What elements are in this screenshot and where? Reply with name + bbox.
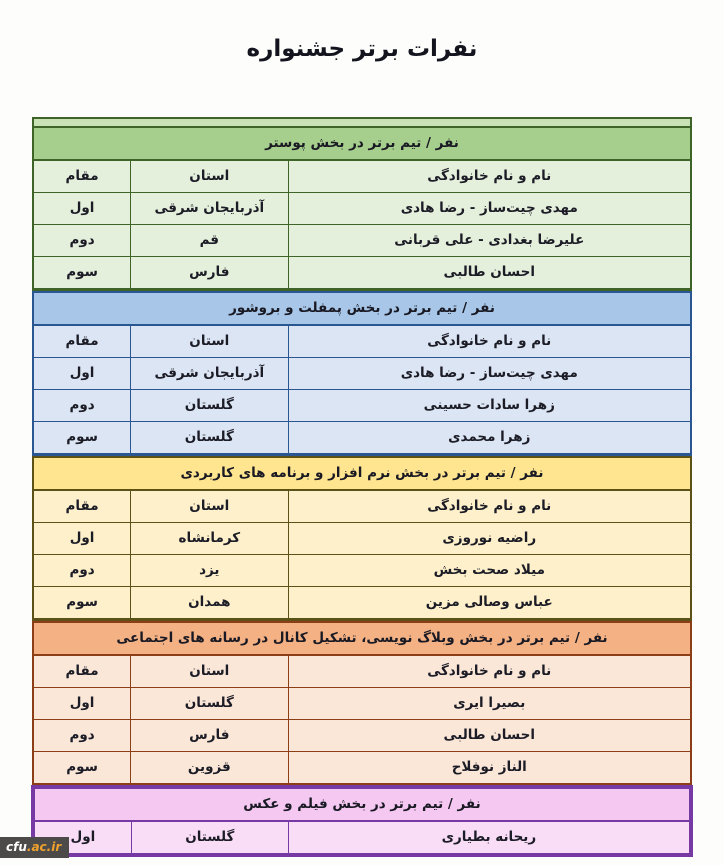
table-row: علیرضا بغدادی - علی قربانی قم دوم — [34, 224, 690, 256]
name-cell: الناز نوفلاح — [451, 759, 527, 775]
province-cell: آذربایجان شرقی — [131, 193, 289, 224]
rank-cell: سوم — [34, 257, 132, 288]
name-cell: زهرا محمدی — [448, 429, 531, 445]
name-cell: ریحانه بطیاری — [441, 829, 537, 845]
province-cell: آذربایجان شرقی — [131, 358, 289, 389]
table-row: زهرا محمدی گلستان سوم — [34, 421, 690, 453]
section-header: نفر / تیم برتر در بخش وبلاگ نویسی، تشکیل… — [34, 623, 690, 656]
province-cell: فارس — [131, 257, 289, 288]
province-cell: گلستان — [132, 822, 289, 853]
table-row: زهرا سادات حسینی گلستان دوم — [34, 389, 690, 421]
rank-cell: دوم — [34, 225, 132, 256]
province-cell: فارس — [131, 720, 289, 751]
section-0: نفر / تیم برتر در بخش پوستر نام و نام خان… — [32, 117, 692, 291]
name-cell: مهدی چیت‌ساز - رضا هادی — [400, 365, 578, 381]
name-cell: میلاد صحت بخش — [433, 562, 545, 578]
logo-suffix: .ac.ir — [26, 840, 62, 854]
column-header-name: نام و نام خانوادگی — [427, 498, 552, 514]
table-row: نام و نام خانوادگی استان مقام — [34, 326, 690, 357]
rank-cell: اول — [34, 688, 132, 719]
column-header-province: استان — [131, 491, 289, 522]
rank-cell: اول — [34, 193, 132, 224]
province-cell: قزوین — [131, 752, 289, 783]
section-header: نفر / تیم برتر در بخش فیلم و عکس — [35, 789, 689, 822]
column-header-rank: مقام — [34, 491, 132, 522]
column-header-province: استان — [131, 656, 289, 687]
name-cell: مهدی چیت‌ساز - رضا هادی — [400, 200, 578, 216]
province-cell: گلستان — [131, 688, 289, 719]
table-row: نام و نام خانوادگی استان مقام — [34, 161, 690, 192]
column-header-rank: مقام — [34, 656, 132, 687]
table-row: میلاد صحت بخش یزد دوم — [34, 554, 690, 586]
name-cell: علیرضا بغدادی - علی قربانی — [394, 232, 585, 248]
table-row: احسان طالبی فارس سوم — [34, 256, 690, 288]
section-1: نفر / تیم برتر در بخش پمفلت و بروشور نام … — [32, 291, 692, 456]
column-header-name: نام و نام خانوادگی — [427, 168, 552, 184]
rank-cell: سوم — [34, 422, 132, 453]
section-header: نفر / تیم برتر در بخش پوستر — [34, 128, 690, 161]
table-row: نام و نام خانوادگی استان مقام — [34, 656, 690, 687]
rank-cell: اول — [34, 358, 132, 389]
column-header-name: نام و نام خانوادگی — [427, 663, 552, 679]
rank-cell: سوم — [34, 587, 132, 618]
column-header-rank: مقام — [34, 326, 132, 357]
column-header-name: نام و نام خانوادگی — [427, 333, 552, 349]
name-cell: زهرا سادات حسینی — [423, 397, 555, 413]
province-cell: گلستان — [131, 390, 289, 421]
table-row: الناز نوفلاح قزوین سوم — [34, 751, 690, 783]
name-cell: احسان طالبی — [443, 727, 535, 743]
table-row: احسان طالبی فارس دوم — [34, 719, 690, 751]
table-row: بصیرا ایری گلستان اول — [34, 687, 690, 719]
name-cell: بصیرا ایری — [453, 695, 526, 711]
page-title: نفرات برتر جشنواره — [246, 36, 478, 62]
section-3: نفر / تیم برتر در بخش وبلاگ نویسی، تشکیل… — [32, 621, 692, 786]
province-cell: گلستان — [131, 422, 289, 453]
rank-cell: سوم — [34, 752, 132, 783]
rank-cell: دوم — [34, 555, 132, 586]
section-header: نفر / تیم برتر در بخش پمفلت و بروشور — [34, 293, 690, 326]
table-row: راضیه نوروزی کرمانشاه اول — [34, 522, 690, 554]
name-cell: راضیه نوروزی — [442, 530, 537, 546]
table-row: ریحانه بطیاری گلستان اول — [35, 822, 689, 853]
section-header: نفر / تیم برتر در بخش نرم افزار و برنامه… — [34, 458, 690, 491]
column-header-rank: مقام — [34, 161, 132, 192]
province-cell: کرمانشاه — [131, 523, 289, 554]
cfu-logo: cfu.ac.ir — [0, 837, 70, 858]
table-row: مهدی چیت‌ساز - رضا هادی آذربایجان شرقی اول — [34, 192, 690, 224]
province-cell: همدان — [131, 587, 289, 618]
sections-container: نفر / تیم برتر در بخش پوستر نام و نام خان… — [32, 117, 692, 856]
name-cell: احسان طالبی — [443, 264, 535, 280]
column-header-province: استان — [131, 161, 289, 192]
table-row: نام و نام خانوادگی استان مقام — [34, 491, 690, 522]
column-header-province: استان — [131, 326, 289, 357]
logo-prefix: cfu — [6, 840, 27, 854]
rank-cell: دوم — [34, 390, 132, 421]
rank-cell: اول — [34, 523, 132, 554]
rank-cell: اول — [35, 822, 132, 853]
province-cell: یزد — [131, 555, 289, 586]
section-4: نفر / تیم برتر در بخش فیلم و عکس ریحانه ب… — [32, 786, 692, 856]
section-top-strip — [34, 119, 690, 128]
table-row: عباس وصالی مزین همدان سوم — [34, 586, 690, 618]
section-2: نفر / تیم برتر در بخش نرم افزار و برنامه… — [32, 456, 692, 621]
table-row: مهدی چیت‌ساز - رضا هادی آذربایجان شرقی اول — [34, 357, 690, 389]
province-cell: قم — [131, 225, 289, 256]
rank-cell: دوم — [34, 720, 132, 751]
name-cell: عباس وصالی مزین — [425, 594, 553, 610]
